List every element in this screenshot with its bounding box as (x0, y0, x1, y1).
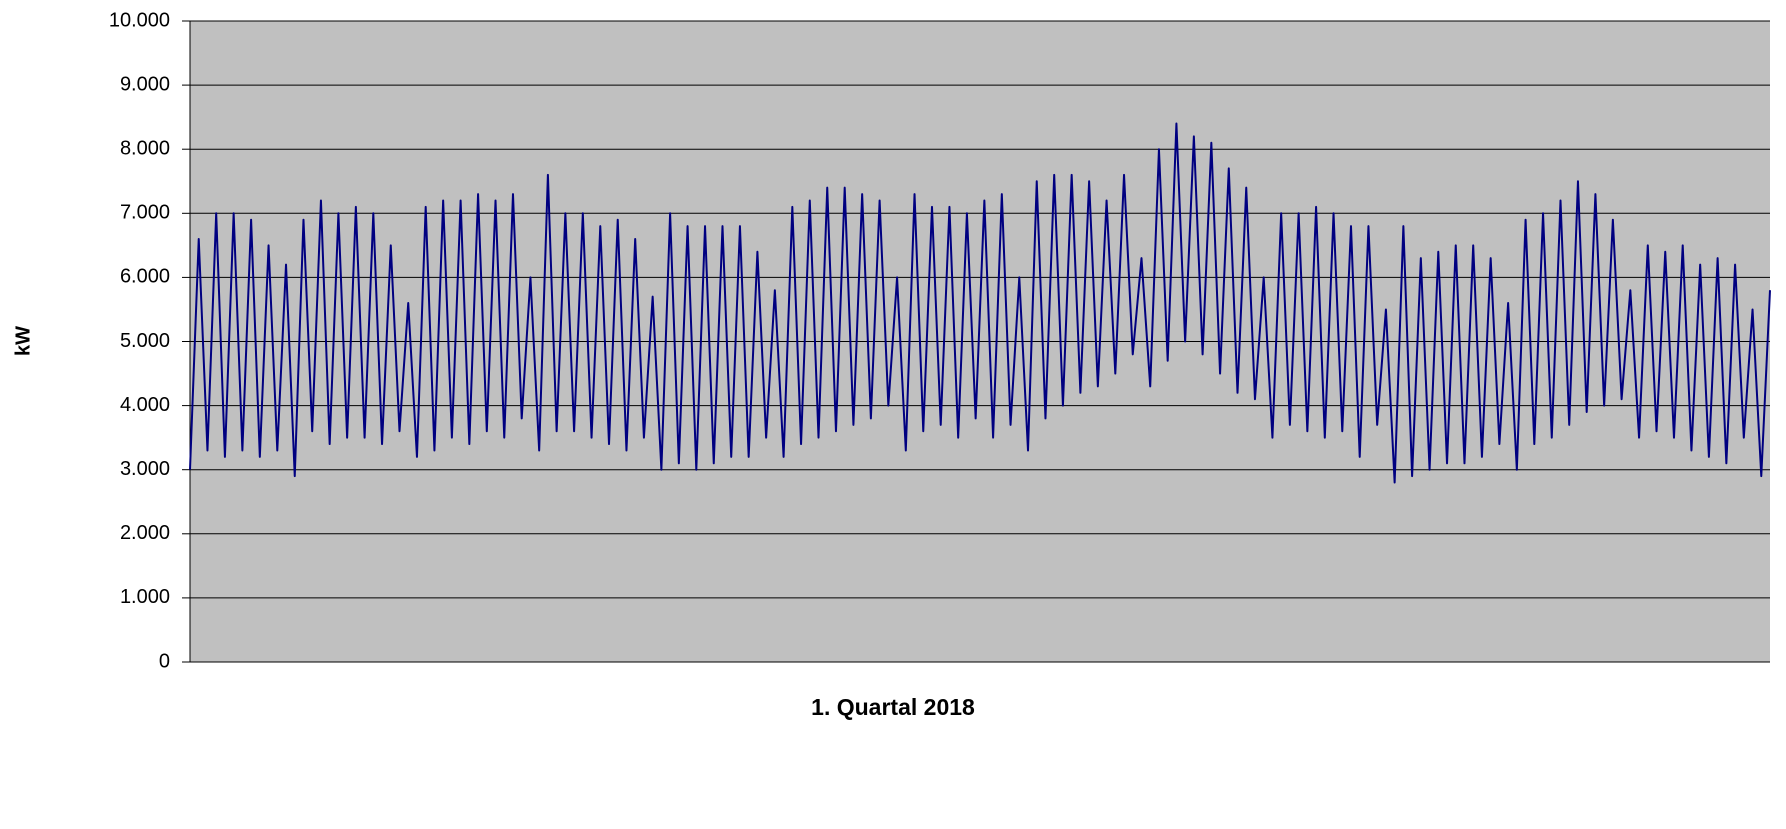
y-axis-title: kW (12, 326, 34, 356)
y-tick-label: 0 (159, 650, 170, 672)
y-tick-label: 2.000 (120, 522, 170, 544)
y-tick-label: 3.000 (120, 458, 170, 480)
y-tick-label: 8.000 (120, 137, 170, 159)
y-tick-label: 6.000 (120, 266, 170, 288)
data-line (189, 122, 1771, 484)
y-tick-label: 5.000 (120, 330, 170, 352)
y-tick-label: 4.000 (120, 394, 170, 416)
y-tick-label: 10.000 (109, 9, 170, 31)
y-tick-label: 9.000 (120, 73, 170, 95)
y-tick-label: 7.000 (120, 202, 170, 224)
x-axis-title: 1. Quartal 2018 (811, 694, 975, 720)
y-tick-label: 1.000 (120, 586, 170, 608)
